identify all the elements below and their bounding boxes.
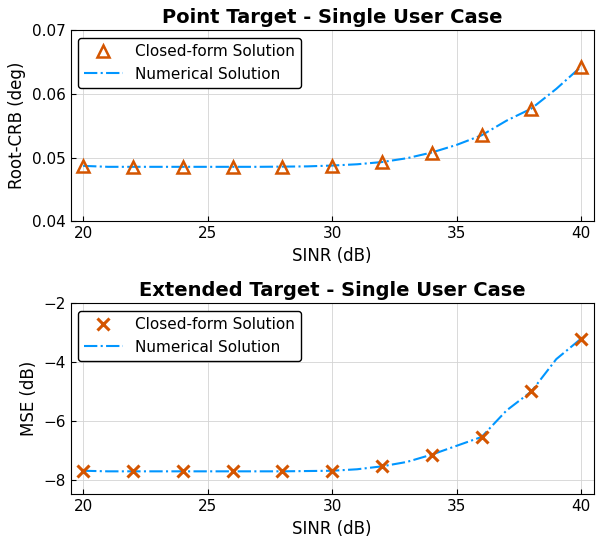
Closed-form Solution	[229, 468, 236, 474]
Legend: Closed-form Solution, Numerical Solution: Closed-form Solution, Numerical Solution	[78, 38, 301, 88]
Numerical Solution	[329, 467, 336, 474]
Numerical Solution	[154, 468, 161, 474]
Numerical Solution	[204, 164, 211, 170]
Numerical Solution	[179, 468, 186, 474]
Numerical Solution	[553, 86, 560, 92]
Numerical Solution	[179, 164, 186, 170]
Numerical Solution	[303, 468, 311, 474]
Numerical Solution	[353, 161, 361, 168]
Numerical Solution	[378, 159, 385, 165]
Line: Closed-form Solution: Closed-form Solution	[77, 60, 588, 173]
Numerical Solution	[428, 452, 435, 458]
Closed-form Solution	[428, 452, 435, 458]
Title: Extended Target - Single User Case: Extended Target - Single User Case	[139, 281, 526, 300]
Numerical Solution	[378, 463, 385, 470]
Closed-form Solution	[378, 463, 385, 470]
Numerical Solution	[528, 388, 535, 395]
Numerical Solution	[129, 468, 137, 474]
Numerical Solution	[229, 468, 236, 474]
Numerical Solution	[353, 466, 361, 472]
Closed-form Solution	[577, 63, 585, 70]
Line: Closed-form Solution: Closed-form Solution	[77, 333, 588, 478]
Closed-form Solution	[577, 335, 585, 342]
Y-axis label: MSE (dB): MSE (dB)	[20, 361, 38, 436]
Numerical Solution	[478, 132, 485, 139]
Closed-form Solution	[329, 162, 336, 169]
Closed-form Solution	[329, 467, 336, 474]
Numerical Solution	[503, 407, 510, 414]
Numerical Solution	[553, 356, 560, 363]
Numerical Solution	[129, 164, 137, 170]
Numerical Solution	[303, 163, 311, 170]
Numerical Solution	[453, 141, 461, 148]
Numerical Solution	[104, 164, 111, 170]
Line: Numerical Solution: Numerical Solution	[83, 67, 581, 167]
Closed-form Solution	[179, 164, 186, 170]
Numerical Solution	[528, 105, 535, 112]
X-axis label: SINR (dB): SINR (dB)	[293, 247, 372, 265]
Numerical Solution	[329, 162, 336, 169]
Numerical Solution	[104, 468, 111, 474]
Numerical Solution	[154, 164, 161, 170]
Closed-form Solution	[179, 468, 186, 474]
Closed-form Solution	[229, 164, 236, 170]
Numerical Solution	[254, 468, 261, 474]
Title: Point Target - Single User Case: Point Target - Single User Case	[162, 8, 503, 27]
Numerical Solution	[229, 164, 236, 170]
Numerical Solution	[204, 468, 211, 474]
Closed-form Solution	[528, 388, 535, 395]
Numerical Solution	[503, 117, 510, 124]
Numerical Solution	[279, 163, 286, 170]
Numerical Solution	[577, 63, 585, 70]
Closed-form Solution	[478, 434, 485, 440]
Legend: Closed-form Solution, Numerical Solution: Closed-form Solution, Numerical Solution	[78, 311, 301, 361]
Y-axis label: Root-CRB (deg): Root-CRB (deg)	[8, 62, 26, 189]
Numerical Solution	[403, 459, 411, 465]
Numerical Solution	[428, 149, 435, 156]
Numerical Solution	[79, 467, 87, 474]
Closed-form Solution	[79, 467, 87, 474]
Closed-form Solution	[129, 164, 137, 170]
Closed-form Solution	[79, 163, 87, 169]
Closed-form Solution	[478, 132, 485, 139]
Numerical Solution	[403, 155, 411, 162]
Closed-form Solution	[528, 105, 535, 112]
Closed-form Solution	[279, 163, 286, 170]
Numerical Solution	[453, 442, 461, 449]
Closed-form Solution	[129, 468, 137, 474]
Numerical Solution	[254, 164, 261, 170]
Line: Numerical Solution: Numerical Solution	[83, 339, 581, 471]
Numerical Solution	[279, 468, 286, 474]
X-axis label: SINR (dB): SINR (dB)	[293, 520, 372, 538]
Numerical Solution	[79, 163, 87, 169]
Closed-form Solution	[428, 149, 435, 156]
Numerical Solution	[577, 335, 585, 342]
Closed-form Solution	[279, 467, 286, 474]
Closed-form Solution	[378, 159, 385, 165]
Numerical Solution	[478, 434, 485, 440]
